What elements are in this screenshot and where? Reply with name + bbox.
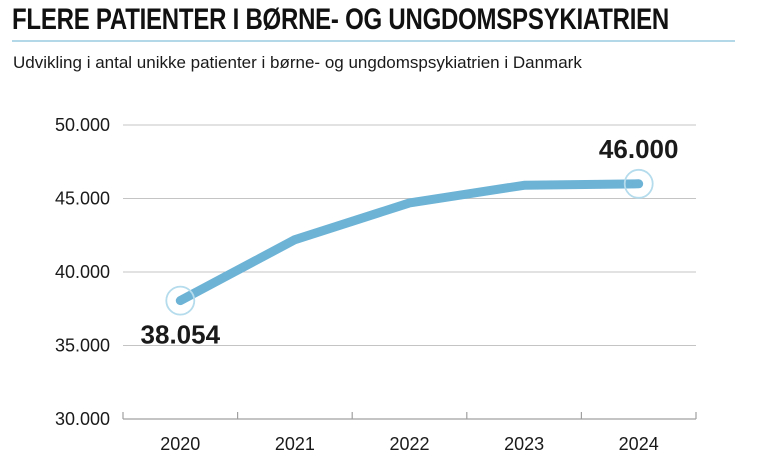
data-point-label: 46.000	[599, 134, 679, 164]
data-line	[175, 179, 644, 306]
x-axis-label: 2023	[504, 434, 544, 454]
y-axis-label: 45.000	[55, 189, 110, 209]
page-title: FLERE PATIENTER I BØRNE- OG UNGDOMSPSYKI…	[12, 3, 669, 36]
x-axis-label: 2024	[619, 434, 659, 454]
y-axis-label: 50.000	[55, 115, 110, 135]
data-point-label: 38.054	[141, 320, 221, 350]
x-axis-label: 2022	[389, 434, 429, 454]
y-axis-label: 40.000	[55, 262, 110, 282]
endpoint-ring	[165, 285, 196, 316]
y-axis-label: 35.000	[55, 336, 110, 356]
endpoint-ring	[623, 168, 654, 199]
x-axis-label: 2020	[160, 434, 200, 454]
title-underline-rule	[12, 40, 735, 42]
chart-subtitle: Udvikling i antal unikke patienter i bør…	[13, 53, 582, 72]
x-axis-label: 2021	[275, 434, 315, 454]
y-axis-label: 30.000	[55, 409, 110, 429]
